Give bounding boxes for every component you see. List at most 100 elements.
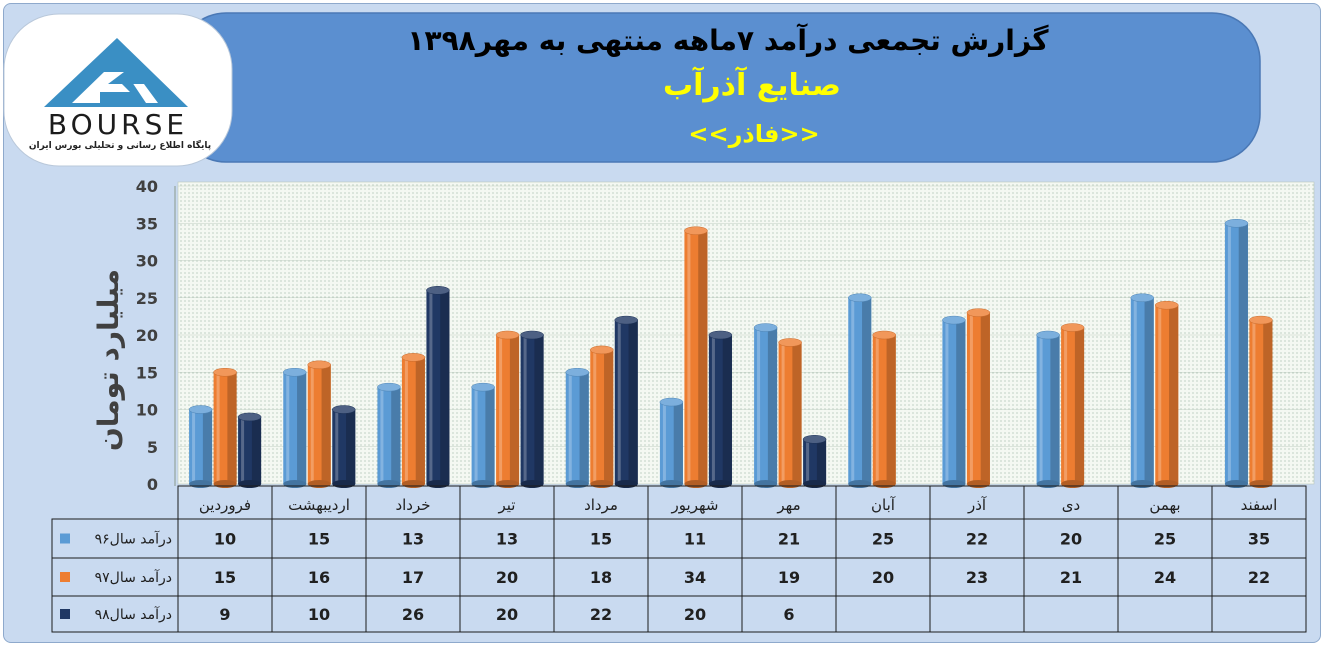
y-tick-label: 30	[136, 252, 158, 271]
header-company: صنایع آذرآب	[663, 66, 841, 103]
bar-shade	[767, 327, 778, 484]
logo-tagline: پایگاه اطلاع رسانی و تحلیلی بورس ایران	[29, 139, 211, 151]
bar-base	[520, 480, 544, 488]
bar-shade	[1074, 327, 1085, 484]
data-label: 16	[308, 568, 330, 587]
data-label: 35	[1248, 530, 1270, 549]
bar-shade	[862, 297, 872, 484]
x-tick-label: آذر	[967, 496, 987, 514]
bar-base	[966, 480, 990, 488]
legend-label: درآمد سال۹۷	[95, 569, 172, 586]
bar	[307, 360, 331, 488]
data-label: 23	[966, 568, 988, 587]
bar-highlight	[711, 337, 715, 482]
data-label: 13	[496, 530, 518, 549]
bar-shade	[202, 409, 213, 484]
bar	[708, 330, 733, 488]
data-label: 34	[684, 568, 706, 587]
bar-top	[802, 435, 827, 444]
data-label: 25	[1154, 530, 1176, 549]
bar-highlight	[380, 389, 384, 482]
bar-shade	[346, 409, 356, 484]
x-tick-label: اسفند	[1241, 496, 1278, 514]
bar-top	[708, 330, 733, 340]
data-table: فروردین اردیبهشت خرداد تیر مرداد شهریور مهر آبا…	[51, 485, 1307, 633]
bar-highlight	[523, 337, 527, 482]
bar-highlight	[851, 299, 855, 482]
bar	[188, 405, 213, 488]
bar	[684, 226, 708, 488]
bar-top	[565, 368, 589, 377]
bar-top	[307, 360, 331, 370]
bar-top	[966, 308, 991, 317]
data-label: 11	[684, 530, 706, 549]
bar	[213, 368, 237, 488]
bar-top	[590, 345, 614, 355]
bar	[848, 293, 872, 488]
bar-shade	[415, 357, 425, 484]
bar-shade	[534, 335, 544, 484]
data-label: 10	[308, 605, 330, 624]
bar-base	[1130, 480, 1154, 488]
bar-top	[1224, 219, 1249, 228]
bar-shade	[698, 230, 708, 484]
legend-swatch	[60, 609, 70, 619]
bar	[614, 315, 638, 488]
data-label: 20	[496, 568, 518, 587]
bar-top	[520, 330, 544, 340]
bourse-logo: BOURSE پایگاه اطلاع رسانی و تحلیلی بورس …	[3, 13, 233, 167]
x-tick-label: شهریور	[671, 496, 719, 514]
bar-shade	[1238, 223, 1248, 484]
bar	[1249, 315, 1273, 488]
bar-highlight	[662, 404, 666, 482]
bar-top	[614, 315, 638, 325]
bar-base	[1224, 480, 1248, 488]
bar	[802, 435, 827, 488]
bar	[753, 323, 778, 488]
bar-base	[684, 480, 708, 488]
bar	[966, 308, 991, 488]
bar-top	[426, 286, 450, 295]
bar	[778, 338, 802, 488]
bar-top	[471, 382, 495, 392]
bar-shade	[227, 372, 237, 484]
bar-shade	[816, 439, 827, 484]
bar-highlight	[875, 337, 879, 482]
bar	[1224, 219, 1249, 488]
data-label: 26	[402, 605, 424, 624]
bar	[1155, 300, 1179, 488]
bar-top	[1130, 293, 1154, 302]
bar-highlight	[781, 344, 785, 482]
bar-highlight	[1133, 299, 1137, 482]
bar-base	[659, 480, 683, 488]
bar-shade	[579, 372, 589, 484]
bar-base	[496, 480, 520, 488]
data-label: 21	[1060, 568, 1082, 587]
header-title: گزارش تجمعی درآمد ۷ماهه منتهی به مهر۱۳۹۸	[407, 23, 1049, 57]
bar-shade	[440, 290, 450, 484]
bar-base	[401, 480, 425, 488]
bar	[942, 315, 966, 488]
y-axis-label: میلیارد تومان	[92, 269, 125, 451]
bar-shade	[1169, 305, 1179, 484]
bar-top	[684, 226, 708, 235]
legend-swatch	[60, 572, 70, 582]
bar-shade	[886, 335, 896, 484]
x-tick-label: مهر	[776, 496, 800, 514]
bar-top	[495, 330, 520, 340]
data-label: 13	[402, 530, 424, 549]
bar-base	[332, 480, 356, 488]
bar-highlight	[806, 441, 810, 482]
data-label: 25	[872, 530, 894, 549]
bar-top	[1249, 315, 1273, 325]
data-label: 9	[219, 605, 230, 624]
y-tick-label: 25	[136, 289, 158, 308]
bar	[377, 382, 401, 488]
bar-top	[401, 353, 426, 362]
bar-highlight	[757, 329, 761, 482]
bar	[471, 382, 495, 488]
bar-highlight	[474, 389, 478, 482]
bar	[1060, 323, 1085, 488]
bar-top	[659, 397, 684, 407]
bar	[495, 330, 520, 488]
